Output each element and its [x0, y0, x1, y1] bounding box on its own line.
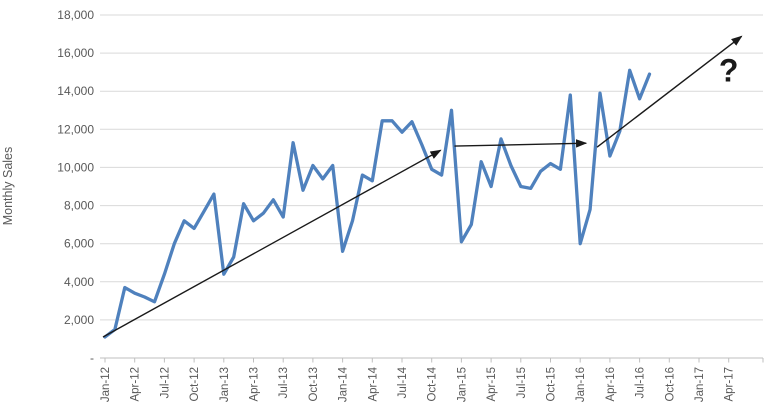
x-tick-label: Oct-14 [427, 366, 439, 401]
x-tick-label: Oct-16 [664, 367, 676, 402]
x-tick-label: Apr-14 [367, 366, 379, 401]
x-tick-label: Apr-15 [486, 367, 498, 402]
x-tick-label: Jul-14 [397, 366, 409, 398]
x-tick-label: Jan-14 [338, 366, 350, 402]
y-tick-label: 4,000 [64, 275, 94, 289]
x-tick-label: Jan-17 [694, 367, 706, 402]
y-tick-label: 18,000 [57, 8, 94, 22]
y-tick-label: 6,000 [64, 237, 94, 251]
y-tick-label: 16,000 [57, 46, 94, 60]
x-tick-label: Apr-16 [605, 367, 617, 402]
x-tick-label: Apr-13 [249, 367, 261, 402]
x-tick-label: Jul-15 [516, 367, 528, 398]
question-mark-annotation: ? [719, 53, 739, 89]
x-tick-label: Jan-12 [100, 367, 112, 402]
trend-arrow-flat [454, 139, 588, 148]
x-tick-label: Oct-12 [189, 367, 201, 402]
x-tick-label: Jan-16 [575, 367, 587, 402]
x-tick-label: Apr-17 [724, 367, 736, 402]
x-tick-label: Oct-15 [546, 367, 558, 402]
x-tick-label: Jan-13 [219, 367, 231, 402]
trend-arrow-rising-1 [102, 149, 442, 338]
sales-data-line [103, 68, 652, 339]
y-tick-label: 14,000 [57, 84, 94, 98]
x-tick-label: Jul-13 [278, 367, 290, 398]
y-tick-label: 8,000 [64, 199, 94, 213]
x-tick-label: Jan-15 [456, 367, 468, 402]
y-axis-title-text: Monthly Sales [1, 146, 15, 226]
y-tick-label: 12,000 [57, 122, 94, 136]
y-tick-label: 2,000 [64, 313, 94, 327]
y-tick-label: 10,000 [57, 160, 94, 174]
trend-arrow-rising-2 [596, 35, 743, 148]
x-tick-label: Apr-12 [130, 367, 142, 402]
x-tick-label: Jul-16 [635, 367, 647, 398]
x-tick-label: Oct-13 [308, 367, 320, 402]
y-tick-label: - [90, 351, 94, 365]
x-tick-label: Jul-12 [159, 367, 171, 398]
